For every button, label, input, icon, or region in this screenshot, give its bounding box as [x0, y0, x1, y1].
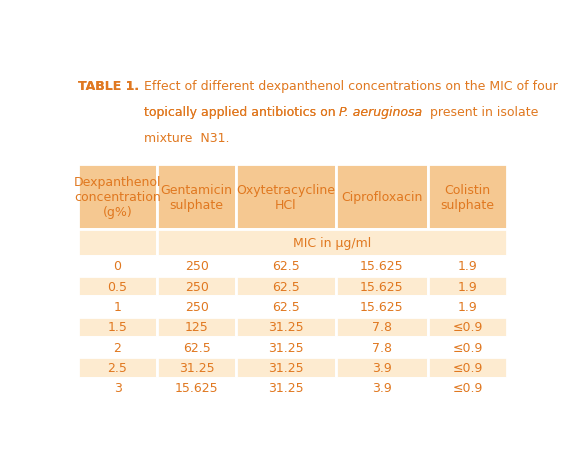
FancyBboxPatch shape	[428, 276, 507, 297]
Text: 7.8: 7.8	[372, 341, 392, 354]
Text: 1.9: 1.9	[458, 260, 477, 273]
FancyBboxPatch shape	[157, 276, 236, 297]
Text: 31.25: 31.25	[179, 361, 215, 374]
Text: 62.5: 62.5	[183, 341, 211, 354]
FancyBboxPatch shape	[157, 297, 236, 317]
FancyBboxPatch shape	[157, 317, 236, 337]
FancyBboxPatch shape	[336, 256, 428, 276]
Text: present in isolate: present in isolate	[423, 106, 538, 119]
Text: 3: 3	[114, 381, 122, 394]
Text: 1.9: 1.9	[458, 280, 477, 293]
Text: 62.5: 62.5	[272, 260, 300, 273]
Text: 1.9: 1.9	[458, 300, 477, 313]
Text: 1: 1	[114, 300, 122, 313]
Text: mixture  N31.: mixture N31.	[143, 132, 229, 145]
Text: 2.5: 2.5	[107, 361, 127, 374]
Text: Dexpanthenol
concentration
(g%): Dexpanthenol concentration (g%)	[74, 176, 161, 219]
FancyBboxPatch shape	[428, 337, 507, 358]
FancyBboxPatch shape	[336, 358, 428, 378]
FancyBboxPatch shape	[336, 276, 428, 297]
Text: 2: 2	[114, 341, 122, 354]
FancyBboxPatch shape	[78, 378, 157, 398]
Text: ≤0.9: ≤0.9	[453, 341, 483, 354]
FancyBboxPatch shape	[78, 230, 157, 256]
FancyBboxPatch shape	[157, 337, 236, 358]
FancyBboxPatch shape	[236, 317, 336, 337]
Text: ≤0.9: ≤0.9	[453, 381, 483, 394]
Text: 250: 250	[184, 260, 208, 273]
Text: Effect of different dexpanthenol concentrations on the MIC of four: Effect of different dexpanthenol concent…	[143, 80, 557, 93]
FancyBboxPatch shape	[78, 337, 157, 358]
FancyBboxPatch shape	[336, 317, 428, 337]
Text: 0.5: 0.5	[107, 280, 127, 293]
Text: MIC in µg/ml: MIC in µg/ml	[293, 237, 371, 249]
Text: 62.5: 62.5	[272, 300, 300, 313]
Text: topically applied antibiotics on: topically applied antibiotics on	[143, 106, 339, 119]
Text: 62.5: 62.5	[272, 280, 300, 293]
FancyBboxPatch shape	[78, 165, 157, 230]
Text: 31.25: 31.25	[268, 320, 304, 334]
FancyBboxPatch shape	[78, 317, 157, 337]
Text: 250: 250	[184, 300, 208, 313]
FancyBboxPatch shape	[428, 378, 507, 398]
FancyBboxPatch shape	[428, 317, 507, 337]
FancyBboxPatch shape	[157, 230, 507, 256]
FancyBboxPatch shape	[236, 297, 336, 317]
Text: ≤0.9: ≤0.9	[453, 361, 483, 374]
Text: 31.25: 31.25	[268, 361, 304, 374]
FancyBboxPatch shape	[236, 256, 336, 276]
FancyBboxPatch shape	[236, 378, 336, 398]
FancyBboxPatch shape	[336, 337, 428, 358]
Text: 125: 125	[185, 320, 208, 334]
FancyBboxPatch shape	[428, 297, 507, 317]
FancyBboxPatch shape	[336, 297, 428, 317]
Text: Gentamicin
sulphate: Gentamicin sulphate	[160, 183, 232, 211]
FancyBboxPatch shape	[336, 165, 428, 230]
FancyBboxPatch shape	[428, 358, 507, 378]
Text: 15.625: 15.625	[360, 260, 404, 273]
FancyBboxPatch shape	[78, 276, 157, 297]
Text: Colistin
sulphate: Colistin sulphate	[441, 183, 494, 211]
FancyBboxPatch shape	[78, 358, 157, 378]
FancyBboxPatch shape	[236, 276, 336, 297]
Text: 3.9: 3.9	[372, 361, 392, 374]
FancyBboxPatch shape	[236, 358, 336, 378]
Text: ≤0.9: ≤0.9	[453, 320, 483, 334]
FancyBboxPatch shape	[428, 165, 507, 230]
FancyBboxPatch shape	[336, 378, 428, 398]
Text: Oxytetracycline
HCl: Oxytetracycline HCl	[236, 183, 335, 211]
Text: topically applied antibiotics on: topically applied antibiotics on	[143, 106, 339, 119]
FancyBboxPatch shape	[78, 256, 157, 276]
FancyBboxPatch shape	[157, 256, 236, 276]
Text: P. aeruginosa: P. aeruginosa	[339, 106, 423, 119]
Text: P. aeruginosa: P. aeruginosa	[339, 106, 423, 119]
FancyBboxPatch shape	[236, 337, 336, 358]
Text: 3.9: 3.9	[372, 381, 392, 394]
Text: TABLE 1.: TABLE 1.	[78, 80, 139, 93]
FancyBboxPatch shape	[157, 378, 236, 398]
Text: 7.8: 7.8	[372, 320, 392, 334]
FancyBboxPatch shape	[78, 297, 157, 317]
Text: 15.625: 15.625	[360, 300, 404, 313]
FancyBboxPatch shape	[236, 165, 336, 230]
Text: 15.625: 15.625	[360, 280, 404, 293]
Text: Ciprofloxacin: Ciprofloxacin	[341, 191, 423, 204]
FancyBboxPatch shape	[428, 256, 507, 276]
Text: TABLE 1.: TABLE 1.	[78, 80, 139, 93]
Text: 15.625: 15.625	[175, 381, 219, 394]
Text: 1.5: 1.5	[107, 320, 127, 334]
Text: 31.25: 31.25	[268, 381, 304, 394]
FancyBboxPatch shape	[157, 165, 236, 230]
Text: 0: 0	[114, 260, 122, 273]
Text: 250: 250	[184, 280, 208, 293]
FancyBboxPatch shape	[157, 358, 236, 378]
Text: 31.25: 31.25	[268, 341, 304, 354]
